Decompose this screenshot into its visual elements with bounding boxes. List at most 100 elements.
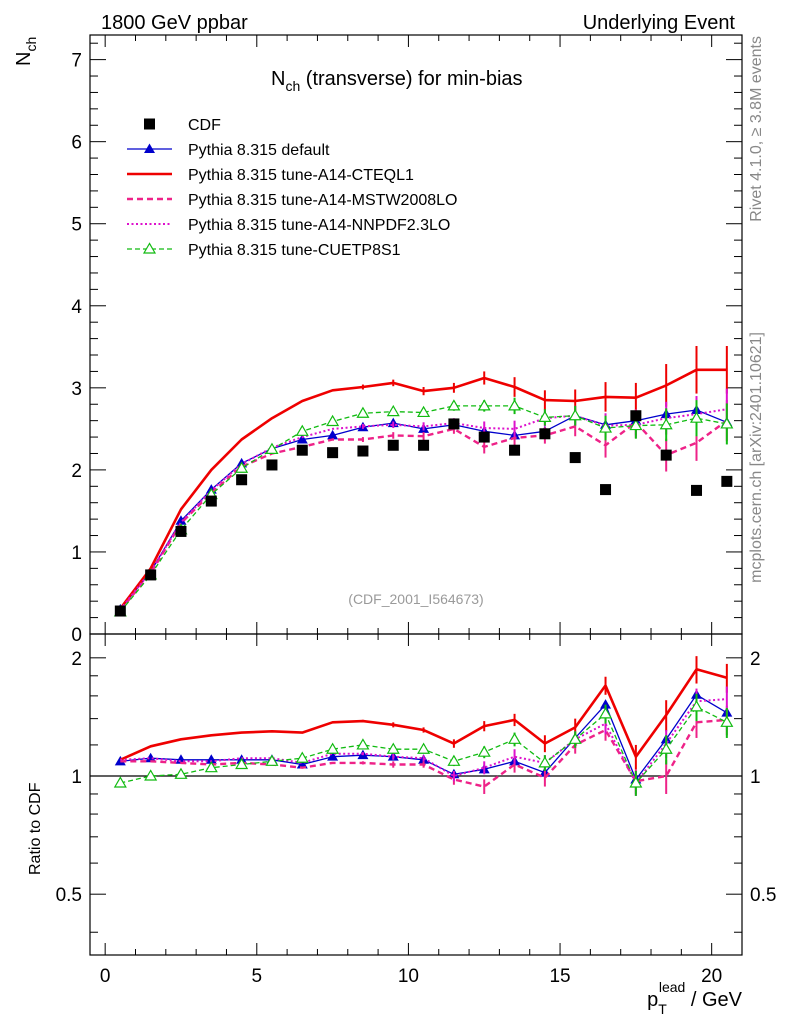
data-point — [175, 525, 187, 537]
data-point — [295, 424, 309, 436]
data-point — [630, 410, 642, 422]
y-tick-label: 1 — [71, 543, 82, 564]
data-point — [327, 429, 339, 440]
data-point — [144, 769, 158, 781]
data-point — [600, 484, 612, 496]
data-point — [600, 699, 612, 709]
data-point — [357, 445, 369, 457]
data-point — [205, 754, 217, 764]
legend-marker — [144, 118, 155, 130]
x-tick-label: 15 — [549, 966, 570, 987]
legend-label: Pythia 8.315 tune-A14-NNPDF2.3LO — [188, 217, 450, 234]
ratio-plot-area: 0 5 10 15 20 0.5 0.5 1 1 2 2 — [56, 633, 776, 987]
y-tick-label-right: 1 — [750, 767, 761, 788]
legend-label: Pythia 8.315 default — [188, 142, 330, 159]
x-tick-label: 5 — [252, 966, 263, 987]
rivet-version-label: Rivet 4.1.0, ≥ 3.8M events — [748, 36, 765, 222]
legend-marker — [144, 143, 155, 153]
analysis-watermark: (CDF_2001_I564673) — [348, 591, 483, 607]
data-point — [689, 700, 704, 712]
data-point — [417, 742, 431, 754]
data-point — [660, 449, 672, 461]
data-point — [266, 459, 278, 471]
data-point — [538, 756, 552, 768]
data-point — [386, 404, 400, 417]
data-point — [478, 431, 490, 443]
legend-item: CDF — [144, 117, 221, 134]
data-point — [569, 452, 581, 464]
data-point — [659, 742, 673, 754]
y-tick-label: 0 — [71, 625, 82, 646]
data-point — [568, 732, 582, 744]
data-point — [598, 707, 613, 719]
series-pythia-8-315-tune-cuetp8s1 — [113, 693, 734, 796]
data-point — [417, 405, 431, 418]
y-tick-label: 0.5 — [56, 885, 82, 906]
data-point — [508, 732, 522, 744]
series-cdf — [114, 410, 733, 617]
data-point — [598, 421, 613, 433]
y-tick-label-right: 0.5 — [750, 885, 776, 906]
y-tick-label-right: 2 — [750, 649, 761, 670]
data-point — [205, 495, 217, 507]
data-point — [327, 751, 339, 761]
y-tick-label: 7 — [71, 51, 82, 72]
data-point — [265, 754, 279, 766]
data-point — [418, 439, 430, 451]
data-point — [477, 745, 491, 757]
plot-frame — [89, 633, 743, 956]
x-axis-label: pTlead / GeV — [647, 979, 743, 1017]
y-tick-label: 6 — [71, 133, 82, 154]
data-point — [629, 776, 643, 788]
legend-item: Pythia 8.315 tune-A14-MSTW2008LO — [127, 192, 457, 209]
series-line — [119, 405, 727, 613]
legend-label: Pythia 8.315 tune-A14-CTEQL1 — [188, 167, 414, 184]
data-point — [477, 399, 491, 411]
y-tick-label: 1 — [71, 767, 82, 788]
data-point — [508, 399, 522, 411]
data-point — [447, 399, 461, 411]
y-tick-label: 3 — [71, 379, 82, 400]
data-point — [175, 515, 187, 525]
x-tick-label: 20 — [701, 966, 722, 987]
data-point — [326, 414, 340, 427]
series-pythia-8-315-tune-a14-mstw2008lo — [120, 705, 728, 794]
series-group — [113, 656, 734, 796]
data-point — [235, 461, 249, 473]
data-point — [447, 754, 461, 766]
y-tick-label: 4 — [71, 297, 82, 318]
ratio-y-axis-label: Ratio to CDF — [27, 782, 44, 875]
data-point — [720, 417, 734, 429]
data-point — [295, 751, 309, 763]
main-plot-title: Nch (transverse) for min-bias — [271, 68, 523, 94]
data-point — [509, 444, 521, 456]
y-tick-label: 5 — [71, 215, 82, 236]
data-point — [236, 474, 248, 486]
data-point — [174, 767, 188, 779]
legend-label: Pythia 8.315 tune-A14-MSTW2008LO — [188, 192, 457, 209]
series-pythia-8-315-tune-a14-cteql1 — [119, 345, 728, 610]
data-point — [691, 484, 703, 496]
data-point — [114, 605, 126, 617]
legend-item: Pythia 8.315 tune-A14-NNPDF2.3LO — [127, 217, 450, 234]
data-point — [539, 428, 551, 440]
data-point — [113, 776, 127, 788]
data-point — [629, 418, 643, 431]
data-point — [356, 406, 370, 418]
data-point — [204, 760, 218, 773]
data-point — [538, 410, 552, 422]
legend-item: Pythia 8.315 tune-A14-CTEQL1 — [127, 167, 414, 184]
data-point — [235, 757, 249, 770]
mcplots-label: mcplots.cern.ch [arXiv:2401.10621] — [748, 332, 765, 583]
data-point — [145, 752, 157, 763]
header-right-title: Underlying Event — [583, 12, 736, 34]
data-point — [659, 418, 673, 430]
legend-marker — [142, 242, 157, 254]
data-point — [326, 742, 340, 754]
data-point — [689, 411, 704, 423]
legend-label: Pythia 8.315 tune-CUETP8S1 — [188, 242, 401, 259]
data-point — [568, 409, 582, 421]
y-tick-label: 2 — [71, 649, 82, 670]
x-tick-label: 10 — [398, 966, 419, 987]
